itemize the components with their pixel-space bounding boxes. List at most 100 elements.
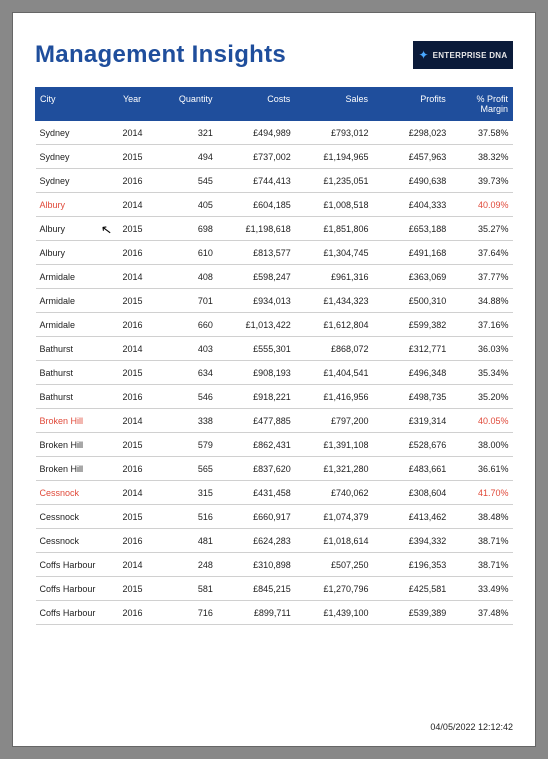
cell-margin: 37.16% bbox=[450, 313, 512, 337]
col-header-costs[interactable]: Costs bbox=[217, 88, 295, 121]
cell-year: 2014 bbox=[118, 121, 159, 145]
table-row[interactable]: Broken Hill2015579£862,431£1,391,108£528… bbox=[36, 433, 513, 457]
cell-costs: £604,185 bbox=[217, 193, 295, 217]
cell-city: Coffs Harbour bbox=[36, 577, 119, 601]
cell-margin: 37.77% bbox=[450, 265, 512, 289]
table-row[interactable]: Sydney2015494£737,002£1,194,965£457,9633… bbox=[36, 145, 513, 169]
table-row[interactable]: Cessnock2015516£660,917£1,074,379£413,46… bbox=[36, 505, 513, 529]
col-header-year[interactable]: Year bbox=[118, 88, 159, 121]
table-row[interactable]: Coffs Harbour2015581£845,215£1,270,796£4… bbox=[36, 577, 513, 601]
cell-city: Armidale bbox=[36, 289, 119, 313]
cell-margin: 38.32% bbox=[450, 145, 512, 169]
cell-city: Broken Hill bbox=[36, 457, 119, 481]
cell-margin: 38.00% bbox=[450, 433, 512, 457]
table-header: CityYearQuantityCostsSalesProfits% Profi… bbox=[36, 88, 513, 121]
cell-qty: 408 bbox=[160, 265, 217, 289]
cell-margin: 40.05% bbox=[450, 409, 512, 433]
insights-table: CityYearQuantityCostsSalesProfits% Profi… bbox=[35, 87, 513, 625]
cell-qty: 403 bbox=[160, 337, 217, 361]
cell-profits: £539,389 bbox=[372, 601, 450, 625]
table-row[interactable]: Cessnock2016481£624,283£1,018,614£394,33… bbox=[36, 529, 513, 553]
cell-margin: 41.70% bbox=[450, 481, 512, 505]
table-row[interactable]: Armidale2014408£598,247£961,316£363,0693… bbox=[36, 265, 513, 289]
table-row[interactable]: Albury2014405£604,185£1,008,518£404,3334… bbox=[36, 193, 513, 217]
table-row[interactable]: Bathurst2014403£555,301£868,072£312,7713… bbox=[36, 337, 513, 361]
table-row[interactable]: Coffs Harbour2014248£310,898£507,250£196… bbox=[36, 553, 513, 577]
col-header-city[interactable]: City bbox=[36, 88, 119, 121]
cell-city: Cessnock bbox=[36, 481, 119, 505]
cell-city: Coffs Harbour bbox=[36, 601, 119, 625]
cell-margin: 40.09% bbox=[450, 193, 512, 217]
cell-city: Sydney bbox=[36, 145, 119, 169]
cell-qty: 634 bbox=[160, 361, 217, 385]
cell-sales: £961,316 bbox=[295, 265, 373, 289]
table-row[interactable]: Armidale2016660£1,013,422£1,612,804£599,… bbox=[36, 313, 513, 337]
cell-city: Armidale bbox=[36, 313, 119, 337]
cell-margin: 37.48% bbox=[450, 601, 512, 625]
cell-year: 2016 bbox=[118, 529, 159, 553]
cell-costs: £660,917 bbox=[217, 505, 295, 529]
cell-qty: 338 bbox=[160, 409, 217, 433]
cell-costs: £744,413 bbox=[217, 169, 295, 193]
col-header-profits[interactable]: Profits bbox=[372, 88, 450, 121]
cell-city: Albury bbox=[36, 217, 119, 241]
cell-sales: £797,200 bbox=[295, 409, 373, 433]
table-row[interactable]: Broken Hill2014338£477,885£797,200£319,3… bbox=[36, 409, 513, 433]
table-row[interactable]: Armidale2015701£934,013£1,434,323£500,31… bbox=[36, 289, 513, 313]
cell-year: 2014 bbox=[118, 265, 159, 289]
cell-city: Coffs Harbour bbox=[36, 553, 119, 577]
cell-qty: 321 bbox=[160, 121, 217, 145]
cell-sales: £1,404,541 bbox=[295, 361, 373, 385]
cell-costs: £1,198,618 bbox=[217, 217, 295, 241]
cell-costs: £737,002 bbox=[217, 145, 295, 169]
cell-city: Broken Hill bbox=[36, 433, 119, 457]
cell-costs: £862,431 bbox=[217, 433, 295, 457]
col-header-qty[interactable]: Quantity bbox=[160, 88, 217, 121]
cell-profits: £394,332 bbox=[372, 529, 450, 553]
table-row[interactable]: Broken Hill2016565£837,620£1,321,280£483… bbox=[36, 457, 513, 481]
table-row[interactable]: Bathurst2015634£908,193£1,404,541£496,34… bbox=[36, 361, 513, 385]
table-row[interactable]: Albury2015698£1,198,618£1,851,806£653,18… bbox=[36, 217, 513, 241]
cell-profits: £319,314 bbox=[372, 409, 450, 433]
cell-margin: 35.34% bbox=[450, 361, 512, 385]
cell-sales: £1,074,379 bbox=[295, 505, 373, 529]
cell-year: 2016 bbox=[118, 313, 159, 337]
cell-year: 2016 bbox=[118, 169, 159, 193]
cell-sales: £1,321,280 bbox=[295, 457, 373, 481]
table-row[interactable]: Bathurst2016546£918,221£1,416,956£498,73… bbox=[36, 385, 513, 409]
cell-city: Albury bbox=[36, 193, 119, 217]
cell-margin: 33.49% bbox=[450, 577, 512, 601]
table-row[interactable]: Albury2016610£813,577£1,304,745£491,1683… bbox=[36, 241, 513, 265]
table-row[interactable]: Cessnock2014315£431,458£740,062£308,6044… bbox=[36, 481, 513, 505]
col-header-sales[interactable]: Sales bbox=[295, 88, 373, 121]
table-row[interactable]: Sydney2014321£494,989£793,012£298,02337.… bbox=[36, 121, 513, 145]
cell-profits: £490,638 bbox=[372, 169, 450, 193]
cell-margin: 36.61% bbox=[450, 457, 512, 481]
cell-qty: 405 bbox=[160, 193, 217, 217]
table-row[interactable]: Coffs Harbour2016716£899,711£1,439,100£5… bbox=[36, 601, 513, 625]
cell-year: 2016 bbox=[118, 385, 159, 409]
cell-costs: £845,215 bbox=[217, 577, 295, 601]
cell-profits: £457,963 bbox=[372, 145, 450, 169]
cell-qty: 660 bbox=[160, 313, 217, 337]
cell-year: 2014 bbox=[118, 409, 159, 433]
cell-qty: 494 bbox=[160, 145, 217, 169]
cell-costs: £813,577 bbox=[217, 241, 295, 265]
cell-profits: £496,348 bbox=[372, 361, 450, 385]
cell-city: Broken Hill bbox=[36, 409, 119, 433]
col-header-margin[interactable]: % Profit Margin bbox=[450, 88, 512, 121]
cell-qty: 516 bbox=[160, 505, 217, 529]
page-title: Management Insights bbox=[35, 41, 286, 69]
cell-sales: £1,270,796 bbox=[295, 577, 373, 601]
cell-profits: £500,310 bbox=[372, 289, 450, 313]
cell-profits: £425,581 bbox=[372, 577, 450, 601]
cell-profits: £308,604 bbox=[372, 481, 450, 505]
cell-sales: £1,008,518 bbox=[295, 193, 373, 217]
cell-costs: £837,620 bbox=[217, 457, 295, 481]
table-row[interactable]: Sydney2016545£744,413£1,235,051£490,6383… bbox=[36, 169, 513, 193]
cell-city: Albury bbox=[36, 241, 119, 265]
cell-year: 2016 bbox=[118, 457, 159, 481]
cell-margin: 35.27% bbox=[450, 217, 512, 241]
cell-profits: £363,069 bbox=[372, 265, 450, 289]
cell-year: 2016 bbox=[118, 241, 159, 265]
